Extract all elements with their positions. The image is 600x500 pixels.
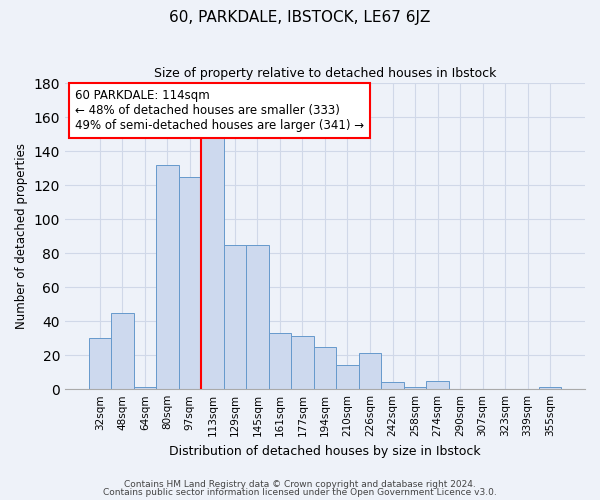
Y-axis label: Number of detached properties: Number of detached properties xyxy=(15,143,28,329)
Text: Contains public sector information licensed under the Open Government Licence v3: Contains public sector information licen… xyxy=(103,488,497,497)
X-axis label: Distribution of detached houses by size in Ibstock: Distribution of detached houses by size … xyxy=(169,444,481,458)
Text: 60, PARKDALE, IBSTOCK, LE67 6JZ: 60, PARKDALE, IBSTOCK, LE67 6JZ xyxy=(169,10,431,25)
Title: Size of property relative to detached houses in Ibstock: Size of property relative to detached ho… xyxy=(154,68,496,80)
Bar xyxy=(89,338,111,389)
Bar xyxy=(111,312,134,389)
Bar xyxy=(246,244,269,389)
Bar xyxy=(314,346,336,389)
Bar xyxy=(269,333,291,389)
Bar xyxy=(224,244,246,389)
Bar xyxy=(404,388,426,389)
Bar xyxy=(539,388,562,389)
Bar xyxy=(291,336,314,389)
Bar xyxy=(359,354,381,389)
Text: Contains HM Land Registry data © Crown copyright and database right 2024.: Contains HM Land Registry data © Crown c… xyxy=(124,480,476,489)
Bar xyxy=(381,382,404,389)
Bar xyxy=(156,164,179,389)
Bar xyxy=(179,176,201,389)
Bar xyxy=(134,388,156,389)
Text: 60 PARKDALE: 114sqm
← 48% of detached houses are smaller (333)
49% of semi-detac: 60 PARKDALE: 114sqm ← 48% of detached ho… xyxy=(76,89,364,132)
Bar xyxy=(426,380,449,389)
Bar xyxy=(201,134,224,389)
Bar xyxy=(336,366,359,389)
